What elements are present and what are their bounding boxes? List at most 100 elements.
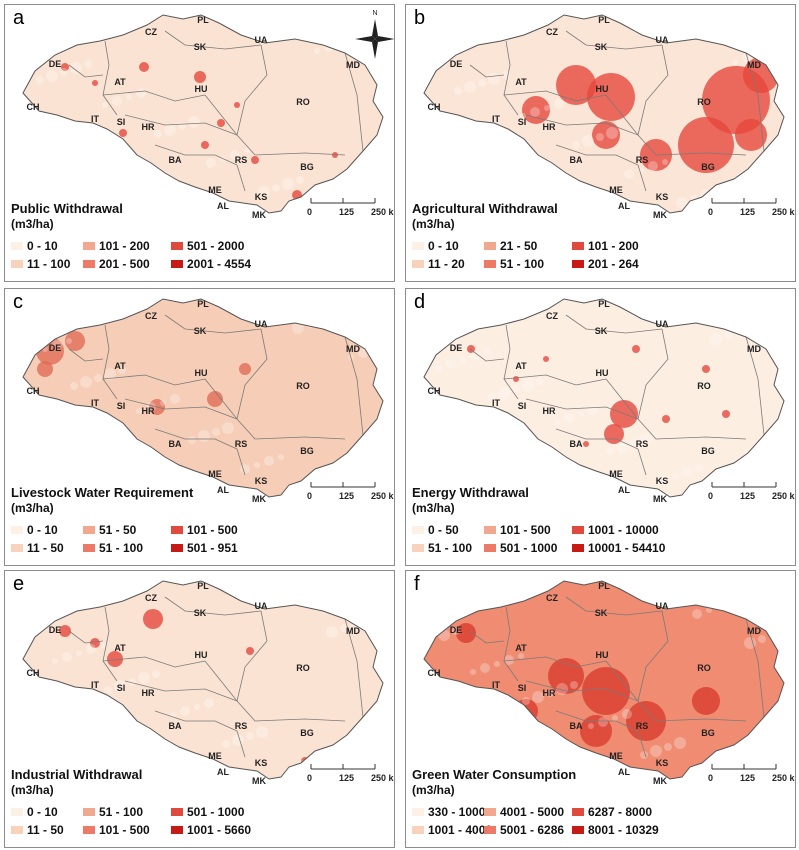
legend: 0 - 10 11 - 100 101 - 200 201 - 500 501 - 20… (11, 239, 311, 279)
legend: 330 - 1000 1001 - 4000 4001 - 5000 5001 - 6… (412, 805, 712, 845)
country-border (236, 730, 246, 758)
texture-dot (206, 158, 216, 168)
texture-dot (518, 653, 524, 659)
legend-swatch (412, 260, 424, 268)
texture-dot (102, 102, 108, 108)
panel-title: Energy Withdrawal (412, 485, 529, 500)
legend-item: 501 - 1000 (484, 541, 557, 555)
panel-title: Industrial Withdrawal (11, 767, 143, 782)
legend-label: 2001 - 4554 (187, 257, 252, 271)
basin-area (424, 299, 784, 497)
hotspot (522, 96, 550, 124)
legend-label: 10001 - 54410 (588, 541, 666, 555)
texture-dot (622, 709, 632, 719)
country-label-ro: RO (296, 663, 310, 673)
legend-label: 501 - 1000 (500, 541, 558, 555)
legend: 0 - 50 51 - 100 101 - 500 501 - 1000 1001 - … (412, 523, 712, 563)
legend-swatch (11, 826, 23, 834)
country-label-de: DE (49, 59, 62, 69)
legend-item: 201 - 264 (572, 257, 639, 271)
country-label-at: AT (515, 361, 527, 371)
legend-label: 5001 - 6286 (500, 823, 565, 837)
texture-dot (70, 382, 78, 390)
hotspot (702, 365, 710, 373)
texture-dot (522, 379, 534, 391)
country-border (469, 630, 505, 644)
country-label-bg: BG (701, 162, 715, 172)
scale-tick-label: 125 (339, 773, 355, 783)
texture-dot (316, 314, 328, 326)
legend-swatch (83, 526, 95, 534)
legend-label: 51 - 100 (99, 541, 144, 555)
country-border (204, 94, 238, 136)
basin-outline (22, 14, 384, 214)
country-label-ks: KS (255, 758, 268, 768)
country-label-hu: HU (195, 368, 208, 378)
country-label-rs: RS (636, 439, 649, 449)
country-label-si: SI (117, 117, 126, 127)
scale-bar: 0 125 250 km (706, 481, 795, 511)
legend-swatch (11, 526, 23, 534)
texture-dot (70, 62, 82, 74)
texture-dot (450, 43, 456, 49)
country-label-it: IT (91, 398, 100, 408)
country-label-md: MD (747, 60, 761, 70)
basin-area (23, 581, 383, 779)
scale-tick-label: 250 km (371, 491, 394, 501)
hotspot (632, 345, 640, 353)
legend-swatch (11, 808, 23, 816)
texture-dot (212, 428, 220, 436)
legend-label: 1001 - 4000 (428, 823, 493, 837)
country-border (555, 144, 639, 166)
legend-item: 11 - 100 (11, 257, 70, 271)
legend-item: 1001 - 5660 (171, 823, 251, 837)
basin-area (23, 299, 383, 497)
texture-dot (282, 178, 294, 190)
country-label-ua: UA (255, 601, 268, 611)
panel-letter: f (414, 573, 420, 595)
country-label-ro: RO (296, 381, 310, 391)
country-label-at: AT (114, 77, 126, 87)
panel-livestock-water-requirement: c DE CZ PL SK UA MD AT HU RO CH IT SI HR BA RS BG ME KS AL M… (4, 288, 395, 566)
scale-tick-label: 125 (339, 207, 355, 217)
country-border (503, 606, 519, 682)
legend-label: 101 - 500 (99, 823, 150, 837)
hotspot (580, 715, 612, 747)
legend-label: 0 - 10 (428, 239, 459, 253)
scale-tick-label: 250 km (772, 491, 795, 501)
country-label-ua: UA (255, 35, 268, 45)
country-border (236, 164, 246, 192)
country-border (102, 40, 118, 116)
country-label-it: IT (492, 398, 501, 408)
legend-item: 10001 - 54410 (572, 541, 665, 555)
country-border (102, 374, 206, 386)
country-label-at: AT (515, 643, 527, 653)
country-label-cz: CZ (145, 27, 157, 37)
country-border (565, 314, 663, 334)
texture-dot (692, 609, 702, 619)
texture-dot (714, 187, 722, 195)
country-border (637, 164, 647, 192)
texture-dot (758, 635, 766, 643)
country-border (124, 114, 238, 136)
legend-item: 4001 - 5000 (484, 805, 564, 819)
country-label-ro: RO (697, 97, 711, 107)
legend-swatch (572, 808, 584, 816)
texture-dot (484, 349, 490, 355)
country-label-ch: CH (428, 386, 441, 396)
country-label-hr: HR (142, 688, 155, 698)
legend-swatch (484, 544, 496, 552)
hotspot (722, 410, 730, 418)
texture-dot (588, 405, 598, 415)
country-border (102, 90, 206, 102)
texture-dot (338, 40, 344, 46)
legend-swatch (171, 526, 183, 534)
basin-outline (423, 14, 785, 214)
hotspot (37, 361, 53, 377)
country-label-md: MD (747, 626, 761, 636)
hotspot (107, 651, 123, 667)
basin-outline (423, 580, 785, 780)
legend-label: 201 - 264 (588, 257, 639, 271)
scale-bar: 0 125 250 km (305, 197, 394, 227)
country-label-md: MD (346, 60, 360, 70)
